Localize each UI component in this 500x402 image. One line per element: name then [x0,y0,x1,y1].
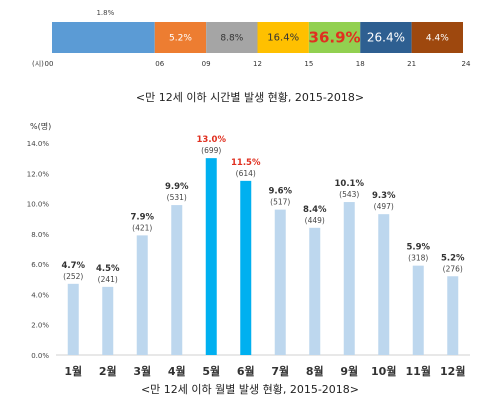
y-tick-label: 10.0% [27,201,50,209]
month-category-label-8: 8월 [306,364,324,378]
hour-segment-label-1: 5.2% [169,34,192,44]
hour-tick-21: 21 [407,60,416,68]
month-bar-10 [378,214,390,355]
month-bar-6 [240,180,252,355]
y-tick-label: 12.0% [27,170,50,178]
hour-tick-24: 24 [462,60,471,68]
month-value-label-10: 9.3% [372,191,396,201]
month-value-label-4: 9.9% [165,182,189,192]
month-value-label-2: 4.5% [96,264,120,274]
month-bar-3 [136,235,148,355]
month-category-label-6: 6월 [237,364,255,378]
month-bar-5 [205,158,217,355]
hour-segment-0 [52,22,155,53]
month-value-label-7: 9.6% [268,187,292,197]
hour-segment-1 [154,22,207,53]
month-count-label-4: (531) [167,193,187,202]
month-category-label-7: 7월 [271,364,289,378]
month-count-label-11: (318) [408,254,428,263]
hour-axis-unit: (시) [32,60,44,68]
month-bar-7 [274,209,286,355]
y-tick-label: 6.0% [31,261,49,269]
month-value-label-1: 4.7% [61,261,85,271]
hour-segment-label-6: 4.4% [426,34,449,44]
hour-tick-06: 06 [155,60,164,68]
hour-tick-12: 12 [253,60,262,68]
hour-segment-label-2: 8.8% [220,34,243,44]
month-count-label-1: (252) [63,272,83,281]
y-tick-label: 14.0% [27,140,50,148]
hour-segment-label-3: 16.4% [267,33,299,44]
month-bar-11 [412,265,424,355]
y-tick-label: 2.0% [31,322,49,330]
month-value-label-9: 10.1% [335,179,365,189]
hourly-stacked-bar-chart: 1.8% 5.2% 8.8% 16.4% 36.9% 26.4% 4.4% (시) 00 06 09… [32,9,471,68]
month-category-label-4: 4월 [168,364,186,378]
hour-tick-18: 18 [356,60,365,68]
hour-segment-4 [308,22,361,53]
hour-tick-00: 00 [45,60,54,68]
month-bar-8 [309,227,321,355]
month-bar-1 [67,283,79,355]
month-category-label-3: 3월 [133,364,151,378]
month-category-label-12: 12월 [440,364,465,378]
month-bar-4 [171,205,183,355]
month-bar-12 [447,276,459,355]
y-axis-label: %(명) [30,121,51,131]
month-category-label-11: 11월 [406,364,431,378]
y-tick-label: 4.0% [31,291,49,299]
month-count-label-7: (517) [270,198,290,207]
hour-segment-label-0: 1.8% [96,9,114,17]
month-bar-9 [343,202,355,355]
month-count-label-2: (241) [98,275,118,284]
month-value-label-6: 11.5% [231,158,261,168]
hour-tick-15: 15 [304,60,313,68]
hourly-chart-caption: <만 12세 이하 시간별 발생 현황, 2015-2018> [135,91,365,104]
month-value-label-11: 5.9% [406,243,430,253]
y-tick-label: 0.0% [31,352,49,360]
month-count-label-8: (449) [305,216,325,225]
month-count-label-6: (614) [236,169,256,178]
hour-segment-label-4: 36.9% [309,29,361,47]
month-category-label-2: 2월 [99,364,117,378]
y-tick-label: 8.0% [31,231,49,239]
monthly-chart-caption: <만 12세 이하 월별 발생 현황, 2015-2018> [140,383,360,396]
month-count-label-12: (276) [443,264,463,273]
month-category-label-1: 1월 [64,364,82,378]
hour-segment-5 [360,22,412,53]
month-value-label-12: 5.2% [441,253,465,263]
month-count-label-5: (699) [201,146,221,155]
month-value-label-8: 8.4% [303,205,327,215]
hour-segment-2 [206,22,258,53]
hour-segment-3 [257,22,309,53]
month-count-label-9: (543) [339,190,359,199]
hour-tick-09: 09 [202,60,211,68]
month-category-label-9: 9월 [340,364,358,378]
month-bar-2 [102,286,114,355]
hour-segment-label-5: 26.4% [367,31,405,45]
month-value-label-3: 7.9% [130,212,154,222]
month-value-label-5: 13.0% [197,135,227,145]
month-category-label-10: 10월 [371,364,396,378]
month-count-label-10: (497) [374,202,394,211]
hour-segment-6 [411,22,463,53]
month-category-label-5: 5월 [202,364,220,378]
month-count-label-3: (421) [132,223,152,232]
